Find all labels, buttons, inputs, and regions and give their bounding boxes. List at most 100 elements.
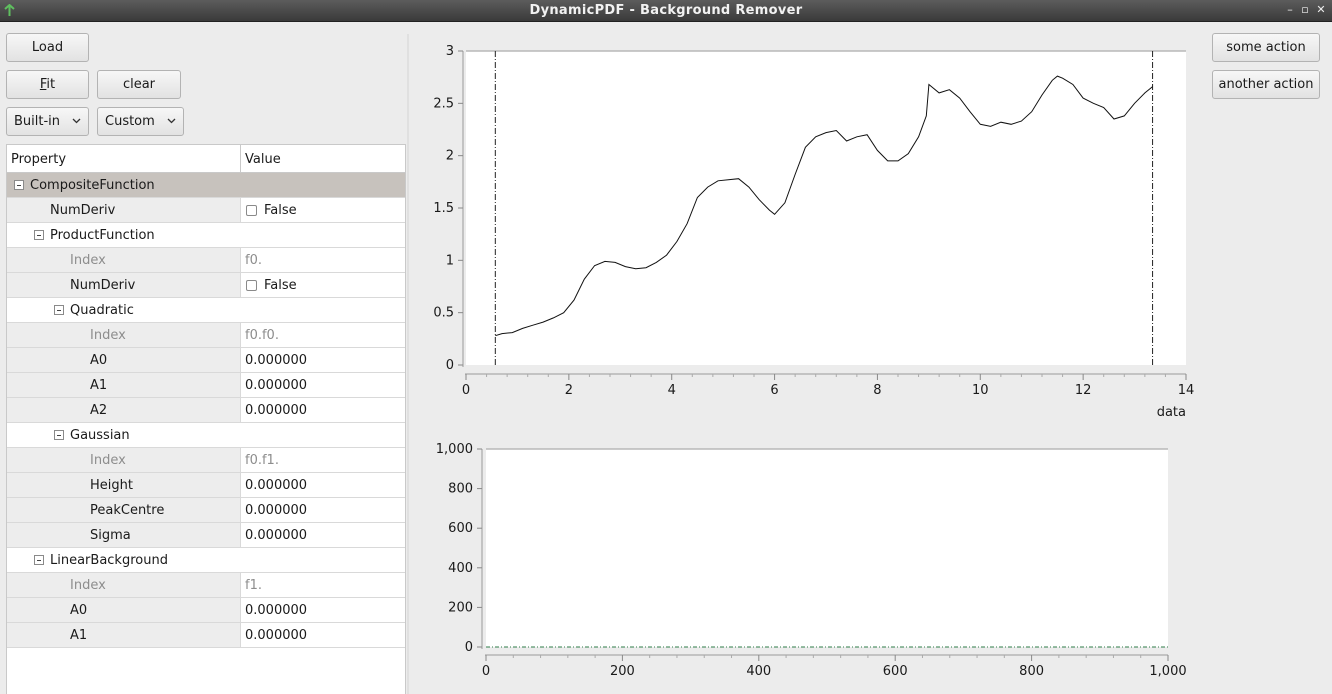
y-tick-label: 400: [448, 561, 473, 576]
property-row[interactable]: A0 0.000000: [7, 348, 405, 373]
property-label: Index: [70, 578, 106, 593]
property-row[interactable]: CompositeFunction: [7, 173, 405, 198]
property-value[interactable]: 0.000000: [245, 528, 308, 543]
property-value[interactable]: 0.000000: [245, 478, 308, 493]
plot-area: [466, 51, 1186, 365]
x-tick-label: 4: [668, 383, 676, 398]
collapse-icon[interactable]: [34, 230, 44, 240]
y-tick-label: 0: [446, 358, 454, 373]
property-label: Index: [90, 453, 126, 468]
property-row[interactable]: Index f0.f1.: [7, 448, 405, 473]
collapse-icon[interactable]: [14, 180, 24, 190]
property-value: False: [264, 278, 297, 293]
property-row[interactable]: Gaussian: [7, 423, 405, 448]
minimize-icon[interactable]: –: [1287, 3, 1293, 16]
collapse-icon[interactable]: [54, 430, 64, 440]
clear-button[interactable]: clear: [97, 70, 181, 99]
y-tick-label: 3: [446, 44, 454, 59]
some-action-button[interactable]: some action: [1212, 33, 1320, 62]
property-row[interactable]: Index f0.: [7, 248, 405, 273]
property-label: Quadratic: [70, 303, 134, 318]
property-label: Height: [90, 478, 133, 493]
x-tick-label: 14: [1178, 383, 1195, 398]
property-label: PeakCentre: [90, 503, 165, 518]
series-line: [495, 75, 1153, 337]
property-row[interactable]: Sigma 0.000000: [7, 523, 405, 548]
window-title: DynamicPDF - Background Remover: [529, 3, 803, 18]
property-value[interactable]: 0.000000: [245, 378, 308, 393]
fit-button[interactable]: Fit: [6, 70, 89, 99]
y-tick-label: 800: [448, 482, 473, 497]
property-row[interactable]: Index f1.: [7, 573, 405, 598]
x-axis-label: data: [1157, 405, 1186, 420]
maximize-icon[interactable]: ▫: [1301, 3, 1309, 16]
property-rows: CompositeFunction NumDeriv False ProductFun…: [7, 173, 405, 648]
custom-combo[interactable]: Custom: [97, 107, 184, 136]
app-icon: [4, 4, 15, 16]
property-label: ProductFunction: [50, 228, 155, 243]
property-row[interactable]: A1 0.000000: [7, 373, 405, 398]
property-value[interactable]: 0.000000: [245, 503, 308, 518]
data-plot[interactable]: 0 0.5 1 1.5 2 2.5 3 0 2 4 6 8 10 12 14 data: [416, 34, 1196, 434]
property-value: f0.: [245, 253, 262, 268]
x-tick-label: 6: [770, 383, 778, 398]
property-browser[interactable]: Property Value CompositeFunction NumDeriv…: [6, 144, 406, 694]
x-tick-label: 600: [883, 664, 908, 679]
splitter-handle[interactable]: [407, 34, 409, 694]
property-row[interactable]: NumDeriv False: [7, 198, 405, 223]
property-label: LinearBackground: [50, 553, 168, 568]
property-row[interactable]: NumDeriv False: [7, 273, 405, 298]
property-header: Property Value: [7, 145, 405, 173]
property-row[interactable]: A0 0.000000: [7, 598, 405, 623]
title-bar: DynamicPDF - Background Remover – ▫ ✕: [0, 0, 1332, 22]
property-value[interactable]: 0.000000: [245, 403, 308, 418]
property-label: Index: [70, 253, 106, 268]
property-row[interactable]: Height 0.000000: [7, 473, 405, 498]
y-tick-label: 1.5: [433, 201, 454, 216]
property-label: A0: [90, 353, 108, 368]
collapse-icon[interactable]: [34, 555, 44, 565]
property-row[interactable]: A1 0.000000: [7, 623, 405, 648]
property-value: f0.f1.: [245, 453, 279, 468]
property-row[interactable]: PeakCentre 0.000000: [7, 498, 405, 523]
property-row[interactable]: Quadratic: [7, 298, 405, 323]
load-button[interactable]: Load: [6, 33, 89, 62]
property-value: f0.f0.: [245, 328, 279, 343]
result-plot[interactable]: 0 200 400 600 800 1,000 0 200 400 600 800 1,000: [416, 440, 1196, 694]
property-value[interactable]: 0.000000: [245, 603, 308, 618]
property-value[interactable]: 0.000000: [245, 353, 308, 368]
property-label: A2: [90, 403, 108, 418]
fit-label-rest: it: [46, 77, 56, 92]
another-action-button[interactable]: another action: [1212, 70, 1320, 99]
x-tick-label: 2: [565, 383, 573, 398]
header-value: Value: [245, 152, 281, 167]
property-label: Gaussian: [70, 428, 130, 443]
property-row[interactable]: LinearBackground: [7, 548, 405, 573]
close-icon[interactable]: ✕: [1316, 3, 1326, 16]
header-property: Property: [11, 152, 67, 167]
checkbox[interactable]: [246, 280, 257, 291]
checkbox[interactable]: [246, 205, 257, 216]
x-tick-label: 10: [972, 383, 989, 398]
y-tick-label: 0: [465, 640, 473, 655]
y-tick-label: 1: [446, 253, 454, 268]
property-row[interactable]: A2 0.000000: [7, 398, 405, 423]
property-row[interactable]: Index f0.f0.: [7, 323, 405, 348]
collapse-icon[interactable]: [54, 305, 64, 315]
plot-area: [486, 449, 1168, 647]
property-row[interactable]: ProductFunction: [7, 223, 405, 248]
chevron-down-icon: [72, 118, 81, 124]
x-tick-label: 0: [462, 383, 470, 398]
x-tick-label: 800: [1019, 664, 1044, 679]
y-tick-label: 2: [446, 149, 454, 164]
property-label: Sigma: [90, 528, 131, 543]
chevron-down-icon: [167, 118, 176, 124]
builtin-combo[interactable]: Built-in: [6, 107, 89, 136]
property-label: A0: [70, 603, 88, 618]
result-plot-canvas[interactable]: 0 200 400 600 800 1,000 0 200 400 600 800 1,000: [416, 440, 1196, 694]
property-value[interactable]: 0.000000: [245, 628, 308, 643]
data-plot-canvas[interactable]: 0 0.5 1 1.5 2 2.5 3 0 2 4 6 8 10 12 14 data: [416, 34, 1196, 434]
x-tick-label: 1,000: [1149, 664, 1186, 679]
y-tick-label: 1,000: [436, 442, 473, 457]
x-tick-label: 200: [610, 664, 635, 679]
